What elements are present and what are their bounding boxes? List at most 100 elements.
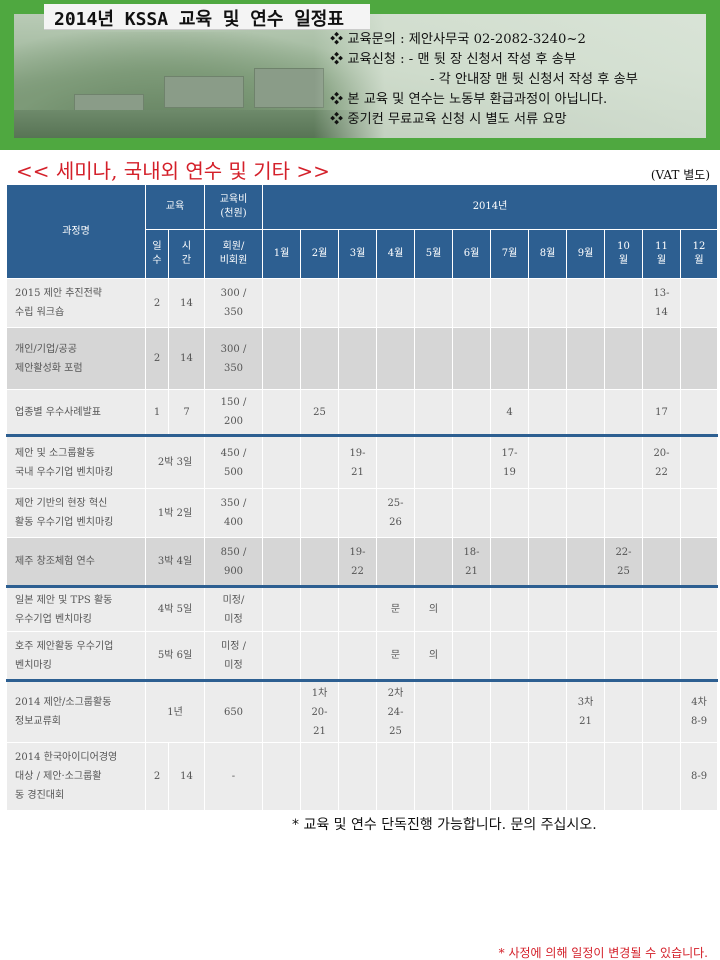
month-cell — [376, 389, 415, 436]
month-cell — [338, 488, 377, 538]
header-hours: 시 간 — [168, 229, 205, 279]
course-fee: 300 / 350 — [204, 278, 263, 328]
month-cell — [414, 434, 453, 489]
course-hours: 7 — [168, 389, 205, 436]
month-cell — [490, 679, 529, 743]
month-cell — [338, 278, 377, 328]
month-cell: 17- 19 — [490, 434, 529, 489]
month-cell — [604, 585, 643, 632]
month-cell — [338, 631, 377, 681]
month-cell — [566, 585, 605, 632]
month-cell — [300, 537, 339, 587]
month-cell — [642, 488, 681, 538]
course-fee: 미정/ 미정 — [204, 585, 263, 632]
month-cell — [679, 488, 719, 538]
month-cell — [642, 631, 681, 681]
table-row: 2014 한국아이디어경영 대상 / 제안·소그룹활 동 경진대회 2 14- 8-9 — [6, 742, 719, 811]
month-cell — [679, 327, 719, 390]
header-month: 9월 — [566, 229, 605, 279]
month-cell — [452, 679, 491, 743]
course-fee: 150 / 200 — [204, 389, 263, 436]
course-period: 1년 — [145, 679, 205, 743]
page-title: 2014년 KSSA 교육 및 연수 일정표 — [54, 9, 344, 30]
header-month: 4월 — [376, 229, 415, 279]
month-cell — [376, 434, 415, 489]
month-cell — [262, 585, 301, 632]
month-cell — [642, 585, 681, 632]
month-cell — [566, 488, 605, 538]
table-row: 제주 창조체험 연수 3박 4일 850 / 900 19- 22 18- 21 22- … — [6, 537, 719, 587]
table-row: 개인/기업/공공 제안활성화 포럼 2 14 300 / 350 — [6, 327, 719, 390]
course-period: 5박 6일 — [145, 631, 205, 681]
info-line-notice: ❖ 본 교육 및 연수는 노동부 환급과정이 아닙니다. — [330, 92, 608, 107]
info-line-documents: ❖ 중기컨 무료교육 신청 시 별도 서류 요망 — [330, 112, 567, 127]
month-cell: 25 — [300, 389, 339, 436]
course-period: 2박 3일 — [145, 434, 205, 489]
course-period: 1박 2일 — [145, 488, 205, 538]
month-cell — [262, 488, 301, 538]
course-fee: 미정 / 미정 — [204, 631, 263, 681]
month-cell — [490, 327, 529, 390]
table-row: 호주 제안활동 우수기업 벤치마킹 5박 6일 미정 / 미정 문 의 — [6, 631, 719, 681]
month-cell — [300, 327, 339, 390]
month-cell — [679, 434, 719, 489]
month-cell: 8-9 — [679, 742, 719, 811]
month-cell: 25- 26 — [376, 488, 415, 538]
course-name: 호주 제안활동 우수기업 벤치마킹 — [6, 631, 146, 681]
month-cell — [679, 585, 719, 632]
course-period: 3박 4일 — [145, 537, 205, 587]
month-cell: 1차 20- 21 — [300, 679, 339, 743]
month-cell — [300, 488, 339, 538]
month-cell: 22- 25 — [604, 537, 643, 587]
month-cell — [262, 434, 301, 489]
month-cell — [604, 434, 643, 489]
month-cell: 의 — [414, 585, 453, 632]
table-row: 일본 제안 및 TPS 활동 우수기업 벤치마킹 4박 5일 미정/ 미정 문 의 — [6, 585, 719, 632]
month-cell — [604, 278, 643, 328]
month-cell — [452, 488, 491, 538]
month-cell — [262, 679, 301, 743]
month-cell — [490, 488, 529, 538]
header-month: 8월 — [528, 229, 567, 279]
month-cell — [528, 631, 567, 681]
month-cell — [452, 631, 491, 681]
month-cell — [262, 742, 301, 811]
course-days: 2 — [145, 742, 169, 811]
course-hours: 14 — [168, 327, 205, 390]
month-cell — [528, 585, 567, 632]
info-line-apply-2: - 각 안내장 맨 뒷 신청서 작성 후 송부 — [430, 72, 638, 87]
header-banner: 2014년 KSSA 교육 및 연수 일정표 ❖ 교육문의 : 제안사무국 02… — [0, 0, 720, 150]
table-row: 제안 기반의 현장 혁신 활동 우수기업 벤치마킹 1박 2일 350 / 400 2… — [6, 488, 719, 538]
month-cell: 문 — [376, 585, 415, 632]
course-name: 2014 한국아이디어경영 대상 / 제안·소그룹활 동 경진대회 — [6, 742, 146, 811]
header-education: 교육 — [145, 184, 205, 230]
month-cell — [452, 434, 491, 489]
month-cell — [642, 327, 681, 390]
month-cell: 의 — [414, 631, 453, 681]
month-cell — [566, 631, 605, 681]
month-cell — [414, 488, 453, 538]
month-cell — [452, 585, 491, 632]
month-cell — [679, 389, 719, 436]
info-backdrop — [314, 14, 706, 138]
month-cell — [528, 742, 567, 811]
month-cell: 2차 24- 25 — [376, 679, 415, 743]
month-cell — [566, 434, 605, 489]
month-cell — [452, 742, 491, 811]
course-days: 1 — [145, 389, 169, 436]
month-cell — [566, 742, 605, 811]
info-line-apply: ❖ 교육신청 : - 맨 뒷 장 신청서 작성 후 송부 — [330, 52, 576, 67]
month-cell — [642, 742, 681, 811]
month-cell — [262, 278, 301, 328]
course-hours: 14 — [168, 278, 205, 328]
schedule-change-note: * 사정에 의해 일정이 변경될 수 있습니다. — [498, 946, 708, 960]
course-fee: 850 / 900 — [204, 537, 263, 587]
month-cell — [604, 742, 643, 811]
month-cell: 20- 22 — [642, 434, 681, 489]
header-days: 일 수 — [145, 229, 169, 279]
course-period: 4박 5일 — [145, 585, 205, 632]
month-cell — [604, 488, 643, 538]
solo-run-note: * 교육 및 연수 단독진행 가능합니다. 문의 주십시오. — [292, 817, 597, 833]
month-cell — [528, 389, 567, 436]
course-name: 일본 제안 및 TPS 활동 우수기업 벤치마킹 — [6, 585, 146, 632]
